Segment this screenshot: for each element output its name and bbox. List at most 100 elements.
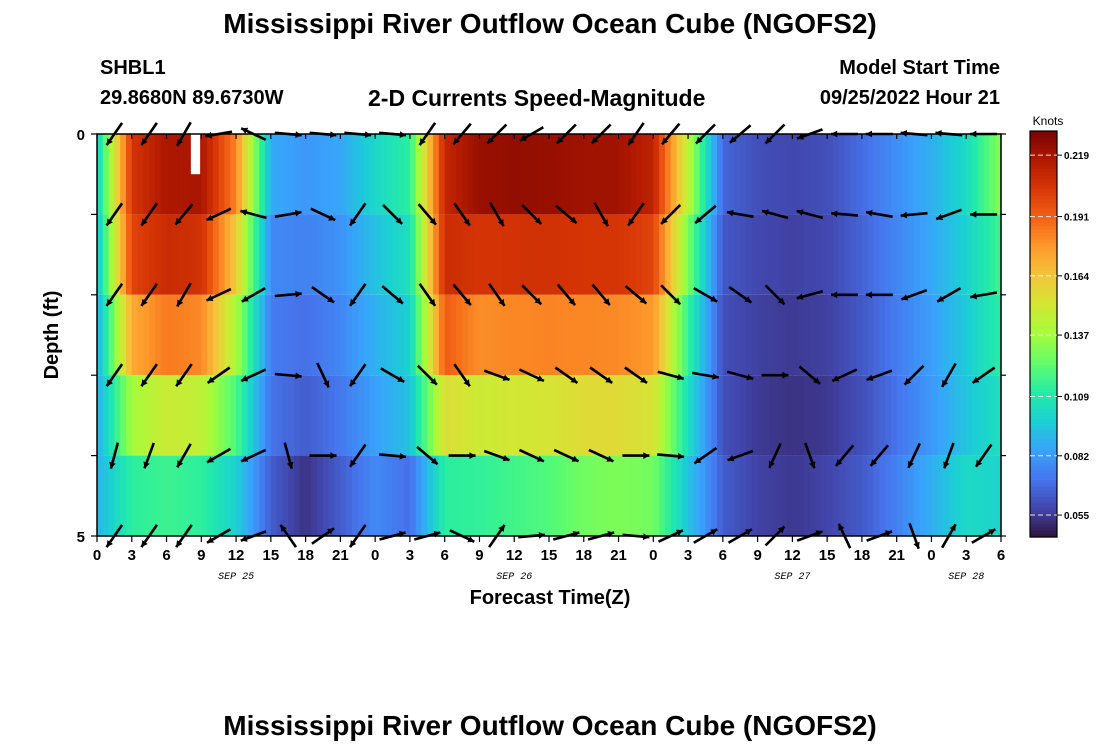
heatmap-cell (131, 375, 139, 456)
heatmap-cell (554, 134, 562, 215)
heatmap-cell (328, 134, 336, 215)
heatmap-cell (351, 375, 359, 456)
heatmap-cell (224, 375, 231, 456)
heatmap-cell (960, 214, 967, 295)
heatmap-cell (201, 455, 208, 536)
current-vector (660, 203, 682, 225)
heatmap-cell (265, 375, 272, 456)
heatmap-cell (717, 214, 724, 295)
colorbar-segment (1030, 337, 1057, 342)
heatmap-cell (618, 134, 625, 215)
heatmap-cell (601, 214, 608, 295)
heatmap-cell (803, 294, 811, 376)
heatmap-cell (276, 134, 284, 215)
heatmap-cell (149, 214, 156, 295)
colorbar-segment (1030, 171, 1057, 176)
heatmap-cell (583, 455, 591, 536)
heatmap-cell (230, 134, 237, 215)
heatmap-cell (444, 375, 452, 456)
heatmap-cell (224, 455, 231, 536)
heatmap-cell (653, 214, 660, 295)
heatmap-cell (606, 134, 614, 215)
heatmap-cell (844, 294, 851, 376)
heatmap-cell (682, 375, 689, 456)
colorbar-segment (1030, 147, 1057, 152)
heatmap-cell (676, 134, 683, 215)
heatmap-cell (641, 294, 649, 376)
heatmap-cell (97, 294, 104, 376)
colorbar-frame (1029, 130, 1058, 538)
heatmap-cell (705, 294, 712, 376)
current-vector (176, 282, 192, 308)
heatmap-cell (560, 214, 567, 295)
heatmap-cell (960, 134, 967, 215)
heatmap-cell (688, 294, 695, 376)
x-tick-label: 6 (162, 547, 170, 564)
heatmap-cell (462, 134, 469, 215)
colorbar-segment (1030, 246, 1057, 251)
heatmap-cell (908, 455, 915, 536)
heatmap-cell (154, 375, 162, 456)
colorbar-segment (1030, 168, 1057, 173)
heatmap-cell (815, 455, 822, 536)
colorbar-segment (1030, 476, 1057, 481)
heatmap-cell (711, 375, 718, 456)
current-vector (796, 290, 824, 300)
heatmap-cell (288, 134, 295, 215)
heatmap-cell (340, 455, 347, 536)
heatmap-cell (154, 294, 162, 376)
heatmap-cell (450, 455, 457, 536)
colorbar-segment (1030, 137, 1057, 142)
heatmap-cell (844, 134, 851, 215)
heatmap-cell (508, 294, 515, 376)
heatmap-cell (885, 214, 892, 295)
heatmap-cell (120, 134, 127, 215)
heatmap-cell (925, 294, 933, 376)
heatmap-cell (902, 134, 909, 215)
colorbar-segment (1030, 496, 1057, 501)
colorbar-segment (1030, 367, 1057, 372)
heatmap-cell (589, 455, 596, 536)
heatmap-cell (757, 375, 765, 456)
heatmap-cell (363, 134, 370, 215)
heatmap-cell (282, 455, 289, 536)
current-vector (206, 447, 232, 464)
x-tick-label: 15 (819, 547, 836, 564)
heatmap-cell (485, 375, 492, 456)
heatmap-cell (757, 294, 765, 376)
heatmap-cell (960, 375, 967, 456)
colorbar-segment (1030, 350, 1057, 355)
heatmap-cell (549, 134, 556, 215)
current-vector (175, 363, 193, 388)
heatmap-cell (178, 214, 185, 295)
heatmap-cell (404, 134, 411, 215)
heatmap-cell (641, 134, 649, 215)
heatmap-cell (989, 375, 996, 456)
x-tick-label: 21 (332, 547, 349, 564)
heatmap-cell (647, 375, 654, 456)
heatmap-cell (166, 375, 173, 456)
heatmap-cell (693, 375, 701, 456)
heatmap-cell (612, 375, 620, 456)
y-tick-label: 5 (77, 529, 85, 546)
current-vector (657, 452, 685, 460)
heatmap-cell (265, 294, 272, 376)
colorbar-segment (1030, 428, 1057, 433)
heatmap-cell (236, 134, 243, 215)
heatmap-cell (137, 294, 144, 376)
heatmap-cell (520, 134, 527, 215)
heatmap-cell (369, 214, 376, 295)
heatmap-cell (125, 375, 133, 456)
current-vector (240, 368, 267, 383)
colorbar-segment (1030, 296, 1057, 301)
current-vector (764, 284, 786, 306)
current-vector (382, 203, 404, 225)
heatmap-cell (462, 455, 469, 536)
x-tick-label: 3 (962, 547, 970, 564)
heatmap-cell (630, 134, 637, 215)
current-vector (283, 442, 294, 469)
heatmap-cell (711, 214, 718, 295)
heatmap-cell (491, 455, 498, 536)
colorbar-segment (1030, 361, 1057, 366)
heatmap-cell (641, 375, 649, 456)
